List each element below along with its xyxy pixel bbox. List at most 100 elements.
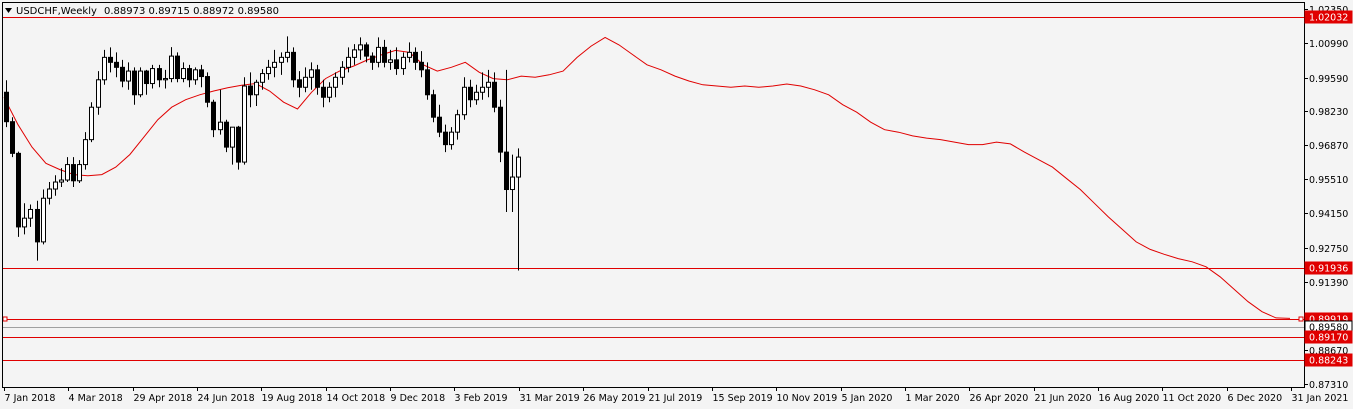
candle-body (205, 76, 210, 103)
bull-candle (333, 72, 338, 98)
bear-candle (291, 47, 296, 88)
level-price-tag-label: 0.89919 (1309, 315, 1348, 326)
bull-candle (407, 42, 412, 63)
time-tick-label: 7 Jan 2018 (5, 393, 56, 404)
candle-body (193, 69, 198, 81)
bear-candle (425, 62, 430, 100)
candle-body (260, 73, 265, 83)
time-tick-label: 14 Oct 2018 (327, 393, 386, 404)
time-tick-label: 5 Jan 2020 (842, 393, 893, 404)
bear-candle (71, 157, 76, 188)
bear-candle (248, 72, 253, 108)
candle-body (157, 68, 162, 81)
price-tick-label: 0.91390 (1309, 278, 1348, 289)
bull-candle (102, 49, 107, 85)
candle-body (437, 116, 442, 133)
bear-candle (297, 71, 302, 98)
candle-body (285, 51, 290, 58)
candle-body (455, 114, 460, 133)
candle-body (358, 44, 363, 51)
candle-body (272, 61, 277, 68)
candle-body (364, 44, 369, 57)
plot-frame (2, 2, 1305, 388)
candle-body (266, 66, 271, 75)
level-price-tag-label: 0.88243 (1309, 356, 1348, 367)
candle-body (35, 208, 40, 243)
bull-candle (285, 36, 290, 63)
bull-candle (260, 69, 265, 90)
candle-body (407, 51, 412, 58)
candle-body (77, 164, 82, 182)
bull-candle (41, 189, 46, 245)
bear-candle (120, 59, 125, 88)
moving-average-layer (3, 36, 1291, 319)
candle-body (211, 101, 216, 131)
bear-candle (10, 117, 15, 158)
candle-body (163, 78, 168, 81)
candle-body (126, 70, 131, 82)
bear-candle (419, 51, 424, 78)
bull-candle (230, 126, 235, 165)
time-tick-label: 26 Apr 2020 (970, 393, 1029, 404)
bear-candle (211, 99, 216, 138)
bull-candle (254, 79, 259, 106)
candle-body (480, 86, 485, 93)
bear-candle (413, 47, 418, 70)
time-tick-label: 26 May 2019 (584, 393, 646, 404)
bull-candle (83, 132, 88, 170)
bull-candle (340, 61, 345, 85)
bear-candle (132, 67, 137, 105)
time-axis[interactable]: 7 Jan 2018 4 Mar 2018 29 Apr 2018 24 Jun 20… (4, 387, 1349, 404)
candle-body (382, 46, 387, 63)
candle-body (230, 126, 235, 148)
bull-candle (455, 109, 460, 140)
bull-candle (77, 160, 82, 184)
bear-candle (108, 47, 113, 73)
candle-body (303, 76, 308, 88)
candle-body (28, 208, 33, 219)
candle-body (89, 106, 94, 141)
price-tick-label: 0.96870 (1309, 141, 1348, 152)
candle-body (333, 76, 338, 88)
bull-candle (193, 67, 198, 85)
bear-candle (364, 42, 369, 63)
level-price-tag (1304, 10, 1353, 24)
bull-candle (59, 168, 64, 188)
chevron-down-icon[interactable] (5, 8, 12, 13)
bear-candle (443, 124, 448, 153)
time-tick-label: 29 Apr 2018 (134, 393, 193, 404)
candle-body (321, 86, 326, 98)
candle-body (181, 68, 186, 80)
bear-candle (199, 64, 204, 88)
candle-body (144, 70, 149, 85)
candle-body (59, 179, 64, 183)
bear-candle (382, 39, 387, 68)
candle-body (71, 164, 76, 182)
bull-candle (218, 89, 223, 135)
candle-body (370, 55, 375, 63)
bull-candle (352, 44, 357, 65)
bull-candle (126, 62, 131, 90)
level-lines (2, 17, 1304, 361)
bear-candle (144, 69, 149, 95)
bull-candle (47, 182, 52, 205)
candle-body (132, 70, 137, 96)
candle-body (224, 121, 229, 148)
bull-candle (169, 47, 174, 83)
bull-candle (358, 37, 363, 60)
bull-candle (388, 49, 393, 70)
bull-candle (346, 47, 351, 73)
bull-candle (266, 59, 271, 80)
bear-candle (492, 72, 497, 113)
line-anchor-handle (1298, 316, 1304, 322)
candle-body (102, 56, 107, 81)
bear-candle (437, 104, 442, 138)
candle-body (10, 121, 15, 154)
level-price-tag-label: 1.02032 (1309, 13, 1348, 24)
candle-body (315, 69, 320, 88)
moving-average-line (3, 36, 1291, 319)
bull-candle (309, 62, 314, 90)
